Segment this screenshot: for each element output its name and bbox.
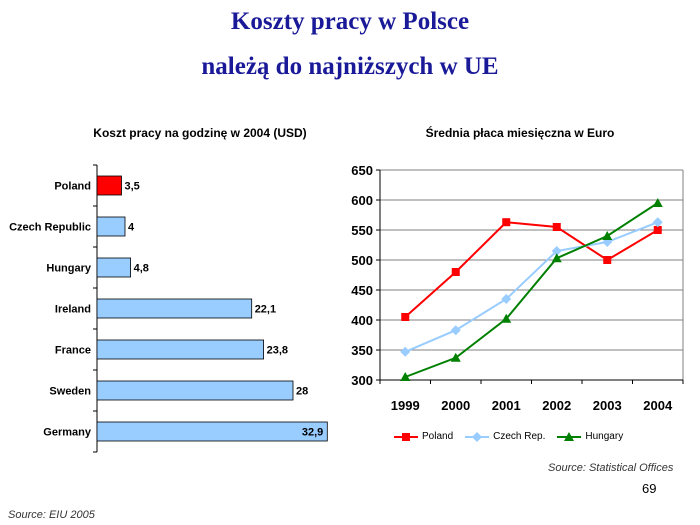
legend-item-1: Czech Rep.	[463, 431, 545, 442]
bar-category-label: Poland	[54, 181, 91, 193]
legend-label-2: Hungary	[585, 431, 624, 442]
slide-title-line1: Koszty pracy w Polsce	[230, 8, 470, 35]
line-ytick-label: 500	[351, 253, 373, 268]
legend-marker	[564, 431, 575, 441]
bar-3	[96, 298, 253, 319]
legend-item-0: Poland	[392, 431, 453, 442]
legend-marker	[402, 432, 410, 441]
series-2-point	[501, 313, 512, 323]
line-ytick-label: 650	[351, 163, 373, 178]
bar-0	[96, 175, 122, 196]
line-xtick-label: 2000	[441, 398, 470, 413]
line-xtick-label: 2001	[492, 398, 521, 413]
line-xtick-label: 1999	[391, 398, 420, 413]
line-ytick-label: 400	[351, 313, 373, 328]
bar-value-label: 3,5	[125, 181, 140, 193]
series-1-point	[652, 217, 663, 228]
line-chart-title: Średnia płaca miesięczna w Euro	[425, 126, 615, 140]
line-ytick-label: 450	[351, 283, 373, 298]
legend-marker	[472, 431, 483, 442]
series-line-0	[404, 221, 659, 318]
line-xtick-label: 2004	[643, 398, 673, 413]
series-1-point	[450, 325, 461, 336]
series-2-point	[551, 253, 562, 263]
legend-swatch-2	[555, 431, 583, 442]
bar-category-label: France	[55, 345, 91, 357]
bar-value-label: 32,9	[302, 427, 323, 439]
series-line-2	[404, 202, 659, 378]
bar-4	[96, 339, 265, 360]
line-xtick-label: 2003	[593, 398, 622, 413]
series-2-point	[652, 198, 663, 207]
bar-value-label: 28	[296, 386, 308, 398]
slide-title-line2: należą do najniższych w UE	[201, 53, 499, 80]
bar-5	[96, 380, 294, 401]
series-0-point	[502, 218, 511, 227]
bar-value-label: 23,8	[267, 345, 288, 357]
series-line-1	[404, 221, 659, 353]
series-1-point	[400, 346, 411, 357]
bar-6	[96, 421, 328, 442]
bar-category-label: Germany	[43, 427, 92, 439]
legend-label-0: Poland	[422, 431, 454, 442]
line-ytick-label: 350	[351, 343, 373, 358]
line-ytick-label: 550	[351, 223, 373, 238]
source-eiu: Source: EIU 2005	[8, 509, 95, 521]
legend-swatch-0	[392, 432, 420, 442]
line-ytick-label: 300	[351, 373, 373, 388]
series-0-point	[552, 223, 561, 231]
series-2-point	[450, 352, 461, 362]
series-0-point	[603, 256, 612, 264]
legend-swatch-1	[463, 431, 491, 442]
legend-item-2: Hungary	[555, 431, 623, 442]
line-chart-legend: Poland Czech Rep. Hungary	[392, 431, 633, 442]
series-2-point	[400, 372, 411, 381]
bar-chart-title: Koszt pracy na godzinę w 2004 (USD)	[93, 126, 307, 140]
series-0-point	[653, 226, 662, 234]
bar-value-label: 22,1	[255, 304, 276, 316]
bar-category-label: Czech Republic	[9, 222, 91, 234]
series-1-point	[501, 294, 512, 304]
bar-2	[96, 257, 131, 278]
bar-category-label: Sweden	[49, 386, 91, 398]
line-xtick-label: 2002	[542, 398, 571, 413]
series-0-point	[451, 268, 460, 276]
series-0-point	[401, 313, 410, 321]
series-2-point	[602, 231, 613, 240]
source-statistical-offices: Source: Statistical Offices	[548, 462, 674, 474]
bar-category-label: Ireland	[55, 304, 91, 316]
line-ytick-label: 600	[351, 193, 373, 208]
page-number: 69	[642, 481, 657, 496]
bar-1	[96, 216, 126, 237]
bar-value-label: 4,8	[134, 263, 149, 275]
series-1-point	[551, 246, 562, 256]
legend-label-1: Czech Rep.	[493, 431, 546, 442]
bar-category-label: Hungary	[46, 263, 92, 275]
bar-value-label: 4	[128, 222, 135, 234]
